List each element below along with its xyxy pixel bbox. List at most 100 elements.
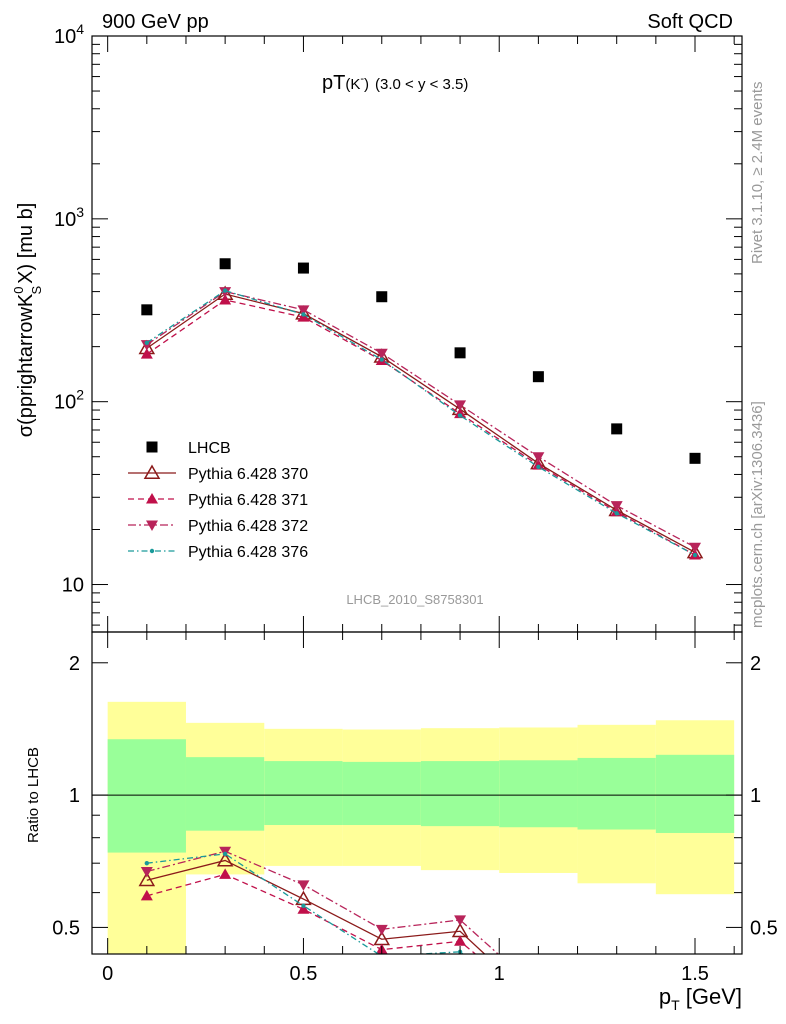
point-pythia_372 [375, 348, 388, 360]
ratio-point-pythia_371 [454, 935, 467, 946]
point-pythia_372 [532, 452, 545, 463]
x-axis-label: pT [GeV] [659, 984, 742, 1013]
y-tick-label-ratio-left: 0.5 [52, 917, 80, 939]
ratio-point-pythia_370 [451, 922, 469, 938]
legend-marker-pythia_376 [149, 548, 155, 554]
analysis-tag: LHCB_2010_S8758301 [346, 592, 483, 607]
ratio-line-pythia_370 [146, 859, 486, 954]
line-pythia_370 [146, 293, 696, 553]
inner-band-bin [185, 757, 265, 831]
point-pythia_372 [689, 542, 702, 554]
legend-entry-pythia_372: Pythia 6.428 372 [128, 518, 308, 535]
ratio-point-pythia_376 [222, 851, 228, 857]
x-tick-label: 0 [102, 963, 113, 985]
ratio-point-pythia_371 [532, 1001, 544, 1012]
ratio-point-pythia_376 [536, 1010, 540, 1014]
ratio-point-pythia_376 [144, 860, 150, 866]
data-point-lhcb [141, 304, 153, 316]
y-tick-label-main: 104 [54, 21, 84, 48]
header-right: Soft QCD [647, 11, 733, 33]
data-point-lhcb [219, 258, 231, 270]
ratio-point-pythia_371 [297, 903, 310, 914]
inner-band-bin [577, 757, 656, 830]
data-point-lhcb [454, 347, 466, 359]
point-pythia_372 [140, 340, 153, 351]
ratio-point-pythia_376 [301, 903, 306, 908]
point-pythia_371 [532, 459, 545, 470]
ratio-point-pythia_371 [140, 889, 153, 901]
y-tick-label-main: 103 [54, 204, 84, 231]
ratio-point-pythia_372 [375, 924, 388, 936]
point-pythia_376 [144, 340, 150, 345]
inner-band-bin [499, 760, 578, 828]
ratio-uncertainty-bands [107, 701, 735, 954]
ratio-point-pythia_376 [380, 954, 384, 958]
ratio-point-pythia_372 [140, 867, 153, 878]
point-pythia_376 [457, 413, 463, 418]
legend-label-pythia_376: Pythia 6.428 376 [188, 544, 308, 561]
legend-entry-pythia_371: Pythia 6.428 371 [128, 492, 308, 509]
data-point-lhcb [376, 291, 388, 303]
y-axis-label-main: σ(pprightarrowK0 SX) [mu b] [11, 203, 44, 438]
ratio-point-pythia_370 [531, 997, 545, 1009]
data-point-lhcb [611, 423, 623, 435]
header-left: 900 GeV pp [102, 11, 209, 33]
legend-marker-pythia_372 [146, 520, 158, 531]
y-tick-label-ratio-right: 0.5 [750, 917, 778, 939]
side-text-rivet: Rivet 3.1.10, ≥ 2.4M events [749, 82, 766, 265]
y-tick-label-ratio-left: 2 [69, 653, 80, 675]
ratio-point-pythia_372 [454, 915, 467, 926]
data-point-lhcb [689, 452, 701, 464]
point-pythia_376 [301, 312, 306, 317]
ratio-panel-frame [91, 631, 743, 955]
axes: 0 0.5 1 1.5 10 102 103 104 0.5 0.5 1 1 2 2 [52, 21, 778, 985]
y-tick-label-main: 10 [62, 575, 84, 597]
point-pythia_372 [610, 501, 623, 512]
inner-band-bin [420, 761, 500, 827]
inner-band-bin [655, 754, 735, 833]
data-point-lhcb [297, 262, 309, 274]
legend-label-data: LHCB [188, 440, 231, 457]
data-point-lhcb [532, 371, 544, 383]
y-tick-label-main: 102 [54, 387, 84, 414]
ratio-point-pythia_370 [138, 871, 156, 887]
point-pythia_376 [536, 464, 541, 470]
main-panel-frame [91, 35, 743, 633]
ratio-line-pythia_372 [146, 850, 500, 954]
y-axis-label-ratio: Ratio to LHCB [25, 747, 42, 843]
point-pythia_376 [379, 357, 384, 362]
legend-label-pythia_370: Pythia 6.428 370 [188, 466, 308, 483]
point-pythia_372 [454, 400, 467, 411]
legend-marker-pythia_370 [143, 464, 161, 479]
ratio-point-pythia_370 [216, 851, 234, 867]
point-pythia_376 [222, 288, 228, 293]
ratio-line-pythia_376 [146, 853, 464, 954]
line-pythia_372 [146, 290, 696, 548]
inner-band-bin [342, 761, 421, 826]
point-pythia_371 [219, 293, 232, 305]
inner-band-bin [264, 761, 343, 826]
plot-title: pT(K-) (3.0 < y < 3.5) [322, 72, 468, 94]
y-tick-label-ratio-right: 1 [750, 785, 761, 807]
point-pythia_371 [140, 348, 153, 359]
ratio-point-pythia_371 [219, 868, 232, 879]
x-tick-label: 0.5 [290, 963, 318, 985]
legend: LHCB Pythia 6.428 370 Pythia 6.428 371 Pyth… [128, 440, 308, 561]
point-pythia_372 [297, 305, 310, 316]
x-tick-label: 1 [494, 963, 505, 985]
ratio-point-pythia_372 [532, 986, 544, 997]
ratio-point-pythia_372 [297, 880, 310, 891]
legend-label-pythia_371: Pythia 6.428 371 [188, 492, 308, 509]
legend-entry-pythia_376: Pythia 6.428 376 [128, 544, 308, 561]
line-pythia_376 [146, 289, 696, 556]
y-tick-label-ratio-left: 1 [69, 785, 80, 807]
x-tick-label: 1.5 [681, 963, 709, 985]
point-pythia_371 [454, 407, 467, 419]
y-tick-label-ratio-right: 2 [750, 653, 761, 675]
point-pythia_376 [692, 552, 698, 558]
legend-entry-pythia_370: Pythia 6.428 370 [128, 464, 308, 483]
inner-band-bin [107, 739, 186, 853]
point-pythia_376 [614, 511, 619, 516]
legend-marker-lhcb [146, 441, 158, 453]
